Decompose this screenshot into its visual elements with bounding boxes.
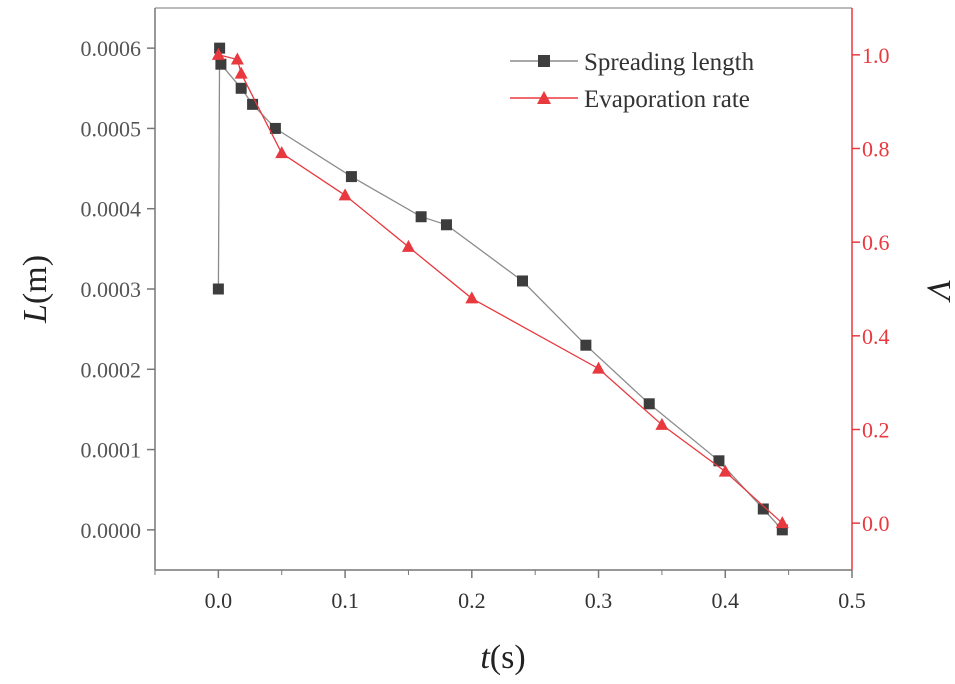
y-right-tick-label: 1.0 bbox=[862, 43, 890, 68]
y-left-tick-label: 0.0002 bbox=[81, 357, 142, 382]
y-left-tick-label: 0.0003 bbox=[81, 277, 142, 302]
x-tick-label: 0.1 bbox=[331, 588, 359, 613]
series-layer bbox=[211, 42, 789, 536]
y-left-tick-label: 0.0000 bbox=[81, 518, 142, 543]
y-left-tick-label: 0.0005 bbox=[81, 116, 142, 141]
x-tick-label: 0.2 bbox=[458, 588, 486, 613]
data-point-evaporation bbox=[338, 188, 352, 201]
data-point-evaporation bbox=[211, 47, 225, 60]
y-left-tick-label: 0.0006 bbox=[81, 36, 142, 61]
y-right-tick-label: 0.4 bbox=[862, 324, 890, 349]
y-left-tick-label: 0.0004 bbox=[81, 197, 142, 222]
legend-label-evaporation: Evaporation rate bbox=[584, 86, 750, 113]
data-point-evaporation bbox=[275, 146, 289, 159]
x-tick-label: 0.0 bbox=[205, 588, 233, 613]
y-left-tick-label: 0.0001 bbox=[81, 438, 142, 463]
data-point-evaporation bbox=[592, 361, 606, 374]
data-point-evaporation bbox=[465, 291, 479, 304]
data-point-evaporation bbox=[775, 516, 789, 529]
y-right-ticks: 0.0 0.2 0.4 0.6 0.8 1.0 bbox=[852, 43, 890, 536]
series-line-spreading-length bbox=[217, 48, 783, 531]
legend-marker-evaporation bbox=[537, 91, 551, 104]
legend-marker-spreading bbox=[538, 55, 550, 67]
x-tick-label: 0.4 bbox=[712, 588, 740, 613]
x-tick-label: 0.3 bbox=[585, 588, 613, 613]
y-left-axis-title: L(m) bbox=[17, 255, 54, 324]
data-point-spreading bbox=[247, 98, 259, 110]
y-right-tick-label: 0.0 bbox=[862, 511, 890, 536]
x-tick-label: 0.5 bbox=[838, 588, 866, 613]
y-right-axis-title: V bbox=[920, 279, 955, 304]
data-point-evaporation bbox=[401, 239, 415, 252]
data-point-spreading bbox=[345, 171, 357, 183]
data-point-evaporation bbox=[234, 66, 248, 79]
legend-label-spreading: Spreading length bbox=[584, 49, 755, 76]
data-point-spreading bbox=[269, 122, 281, 134]
series-line-evaporation-rate bbox=[218, 54, 783, 524]
x-axis-title: t(s) bbox=[480, 639, 525, 676]
data-point-evaporation bbox=[230, 52, 244, 65]
data-point-spreading bbox=[215, 58, 227, 70]
y-right-tick-label: 0.2 bbox=[862, 418, 890, 443]
data-point-spreading bbox=[440, 219, 452, 231]
data-point-spreading bbox=[517, 275, 529, 287]
data-point-spreading bbox=[235, 82, 247, 94]
data-point-spreading bbox=[776, 524, 788, 536]
data-point-spreading bbox=[212, 283, 224, 295]
y-left-ticks: 0.0000 0.0001 0.0002 0.0003 0.0004 0.0005 0.00… bbox=[81, 36, 155, 543]
data-point-spreading bbox=[643, 398, 655, 410]
x-ticks: 0.0 0.1 0.2 0.3 0.4 0.5 bbox=[154, 570, 866, 613]
data-point-spreading bbox=[214, 42, 226, 54]
y-right-tick-label: 0.6 bbox=[862, 230, 890, 255]
data-point-evaporation bbox=[718, 464, 732, 477]
data-point-spreading bbox=[713, 455, 725, 467]
data-point-evaporation bbox=[655, 417, 669, 430]
y-right-tick-label: 0.8 bbox=[862, 137, 890, 162]
legend: Spreading length Evaporation rate bbox=[510, 49, 755, 113]
data-point-spreading bbox=[580, 339, 592, 351]
data-point-spreading bbox=[415, 211, 427, 223]
data-point-spreading bbox=[757, 503, 769, 515]
